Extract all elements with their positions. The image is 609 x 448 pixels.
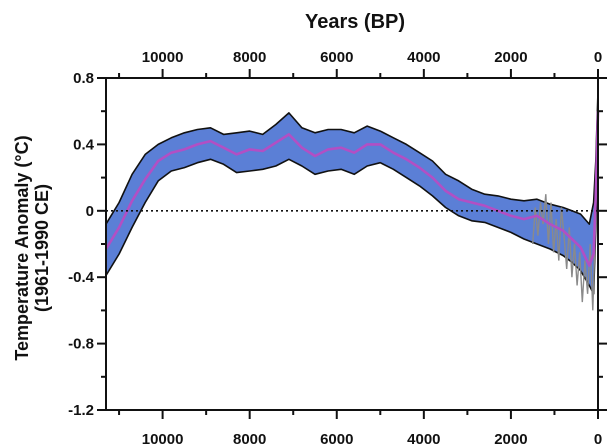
y-tick-label: -0.4: [68, 269, 95, 286]
x-tick-label-top: 2000: [494, 49, 527, 66]
x-tick-label-top: 4000: [407, 49, 440, 66]
y-tick-label: 0.4: [73, 136, 95, 153]
x-axis-title: Years (BP): [305, 11, 405, 33]
y-tick-label: 0.8: [73, 70, 94, 87]
y-axis-title-main: Temperature Anomaly (°C): [12, 135, 32, 360]
mean-series: [104, 111, 600, 267]
x-tick-label-bottom: 8000: [233, 431, 266, 448]
plot-area: [104, 90, 600, 311]
x-tick-label-top: 0: [594, 49, 602, 66]
y-tick-label: -0.8: [68, 336, 94, 353]
plot-frame: [105, 77, 599, 411]
x-tick-label-top: 10000: [142, 49, 184, 66]
y-axis-title: Temperature Anomaly (°C) (1961-1990 CE): [12, 135, 52, 360]
x-tick-label-bottom: 2000: [494, 431, 527, 448]
x-tick-label-bottom: 10000: [142, 431, 184, 448]
x-tick-label-bottom: 0: [594, 431, 602, 448]
x-tick-label-top: 6000: [320, 49, 353, 66]
y-tick-label: -1.2: [68, 402, 94, 419]
x-tick-label-bottom: 6000: [320, 431, 353, 448]
x-tick-label-bottom: 4000: [407, 431, 440, 448]
y-tick-label: 0: [86, 203, 94, 220]
x-tick-label-top: 8000: [233, 49, 266, 66]
y-axis-title-sub: (1961-1990 CE): [32, 184, 52, 312]
uncertainty-band: [105, 90, 599, 295]
axes: 10000 10000 8000 8000 6000 6000 4000 4000 2000 20…: [68, 49, 607, 448]
